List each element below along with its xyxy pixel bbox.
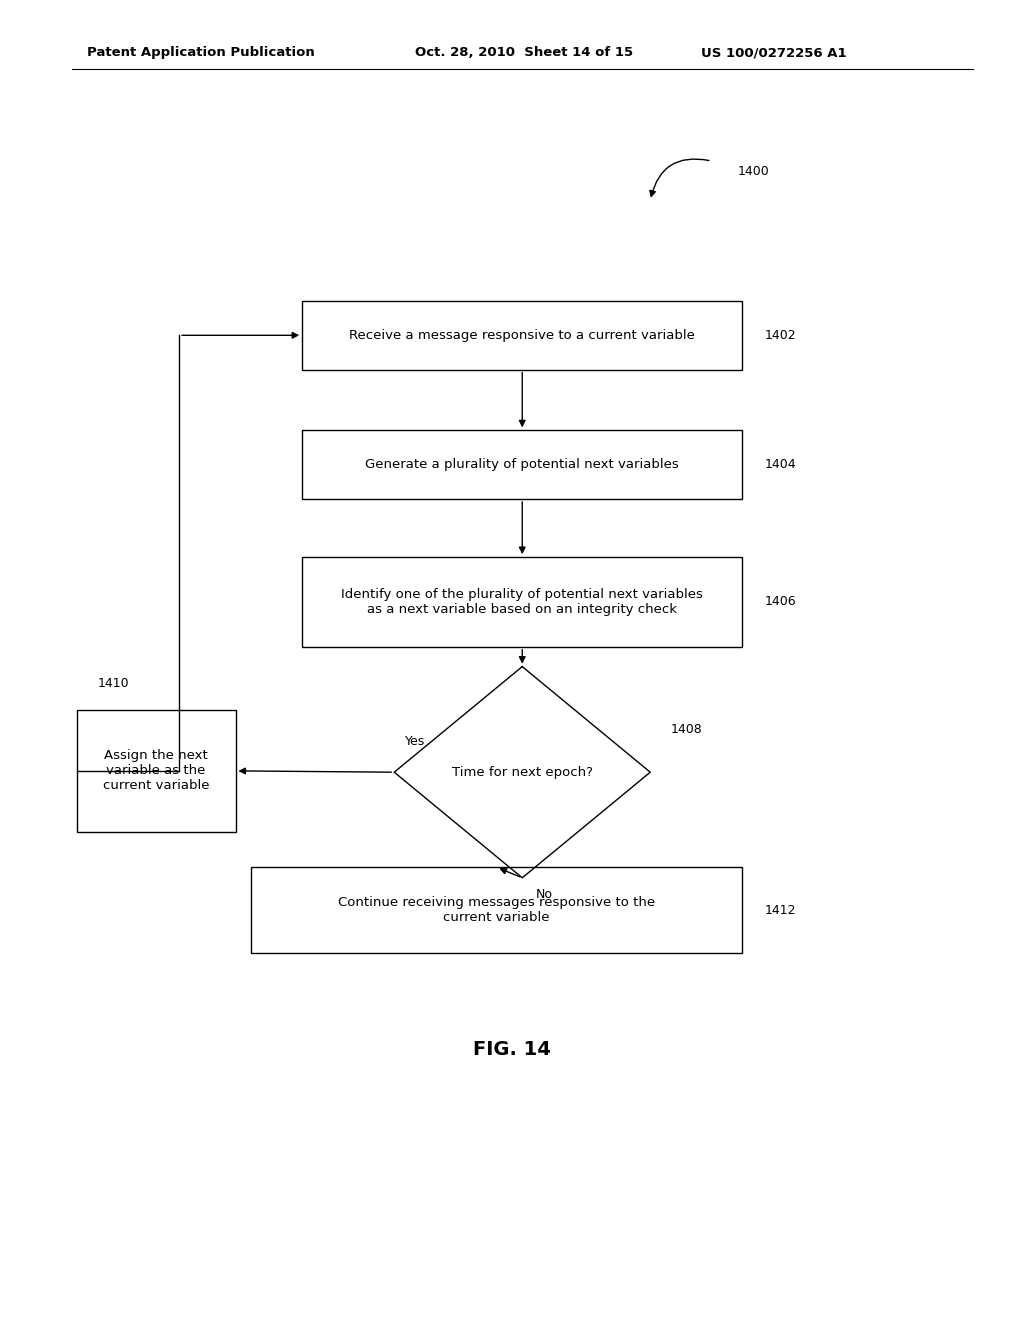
Text: Identify one of the plurality of potential next variables
as a next variable bas: Identify one of the plurality of potenti… bbox=[341, 587, 703, 616]
Text: Oct. 28, 2010  Sheet 14 of 15: Oct. 28, 2010 Sheet 14 of 15 bbox=[415, 46, 633, 59]
FancyBboxPatch shape bbox=[302, 301, 742, 370]
Text: 1406: 1406 bbox=[765, 595, 797, 609]
FancyBboxPatch shape bbox=[77, 710, 236, 832]
Text: Continue receiving messages responsive to the
current variable: Continue receiving messages responsive t… bbox=[338, 896, 655, 924]
Text: 1400: 1400 bbox=[737, 165, 769, 178]
Text: Patent Application Publication: Patent Application Publication bbox=[87, 46, 314, 59]
Text: Receive a message responsive to a current variable: Receive a message responsive to a curren… bbox=[349, 329, 695, 342]
Text: Generate a plurality of potential next variables: Generate a plurality of potential next v… bbox=[366, 458, 679, 471]
Text: 1412: 1412 bbox=[765, 904, 797, 916]
Text: Assign the next
variable as the
current variable: Assign the next variable as the current … bbox=[102, 750, 210, 792]
FancyBboxPatch shape bbox=[302, 430, 742, 499]
Text: 1402: 1402 bbox=[765, 329, 797, 342]
Text: 1408: 1408 bbox=[671, 723, 702, 737]
Text: 1410: 1410 bbox=[97, 677, 129, 690]
Text: FIG. 14: FIG. 14 bbox=[473, 1040, 551, 1059]
Text: Yes: Yes bbox=[404, 735, 425, 748]
Polygon shape bbox=[394, 667, 650, 878]
Text: No: No bbox=[536, 888, 553, 902]
FancyBboxPatch shape bbox=[251, 867, 742, 953]
FancyBboxPatch shape bbox=[302, 557, 742, 647]
Text: 1404: 1404 bbox=[765, 458, 797, 471]
Text: Time for next epoch?: Time for next epoch? bbox=[452, 766, 593, 779]
Text: US 100/0272256 A1: US 100/0272256 A1 bbox=[701, 46, 847, 59]
